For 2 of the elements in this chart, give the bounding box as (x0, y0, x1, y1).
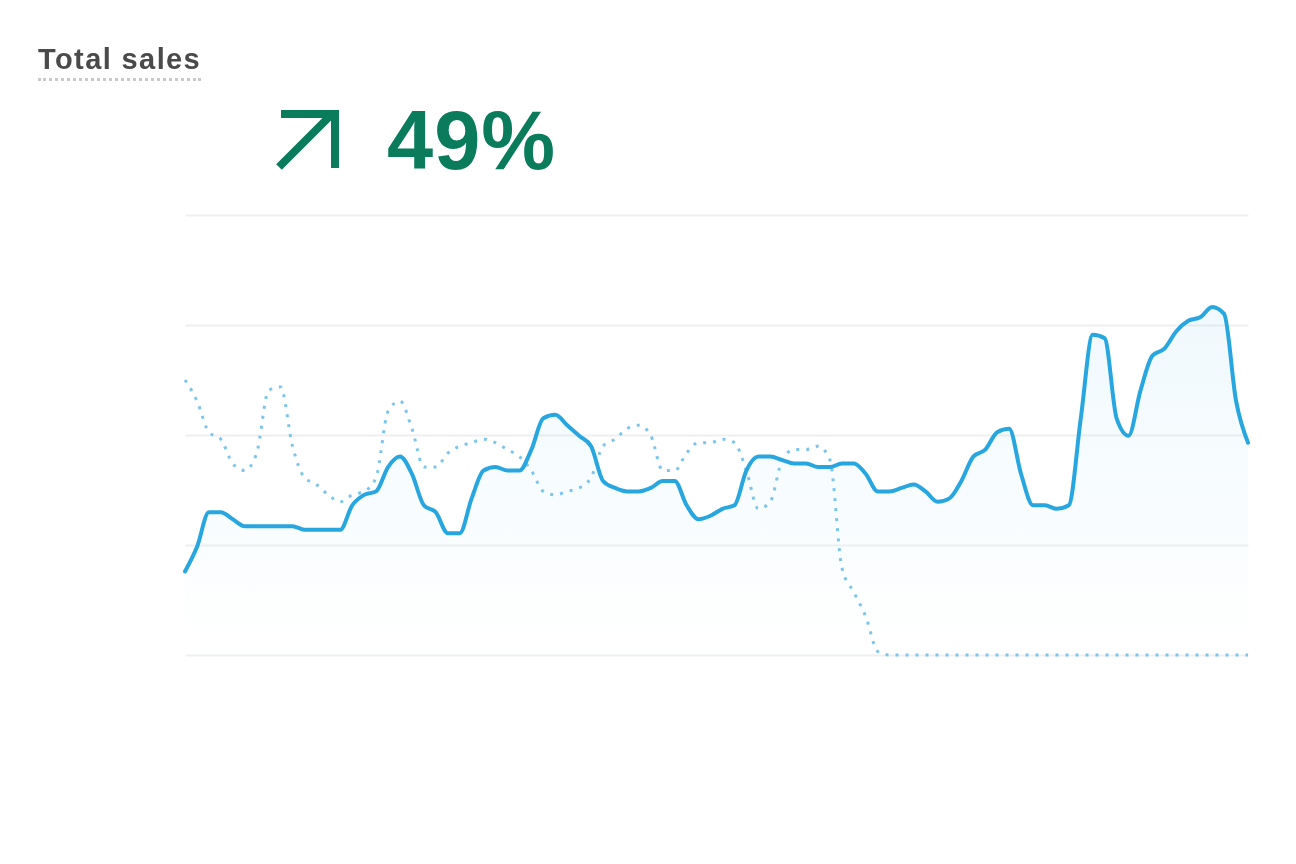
chart-title: Total sales (38, 43, 202, 81)
chart-subtitle: 49% (387, 94, 557, 187)
